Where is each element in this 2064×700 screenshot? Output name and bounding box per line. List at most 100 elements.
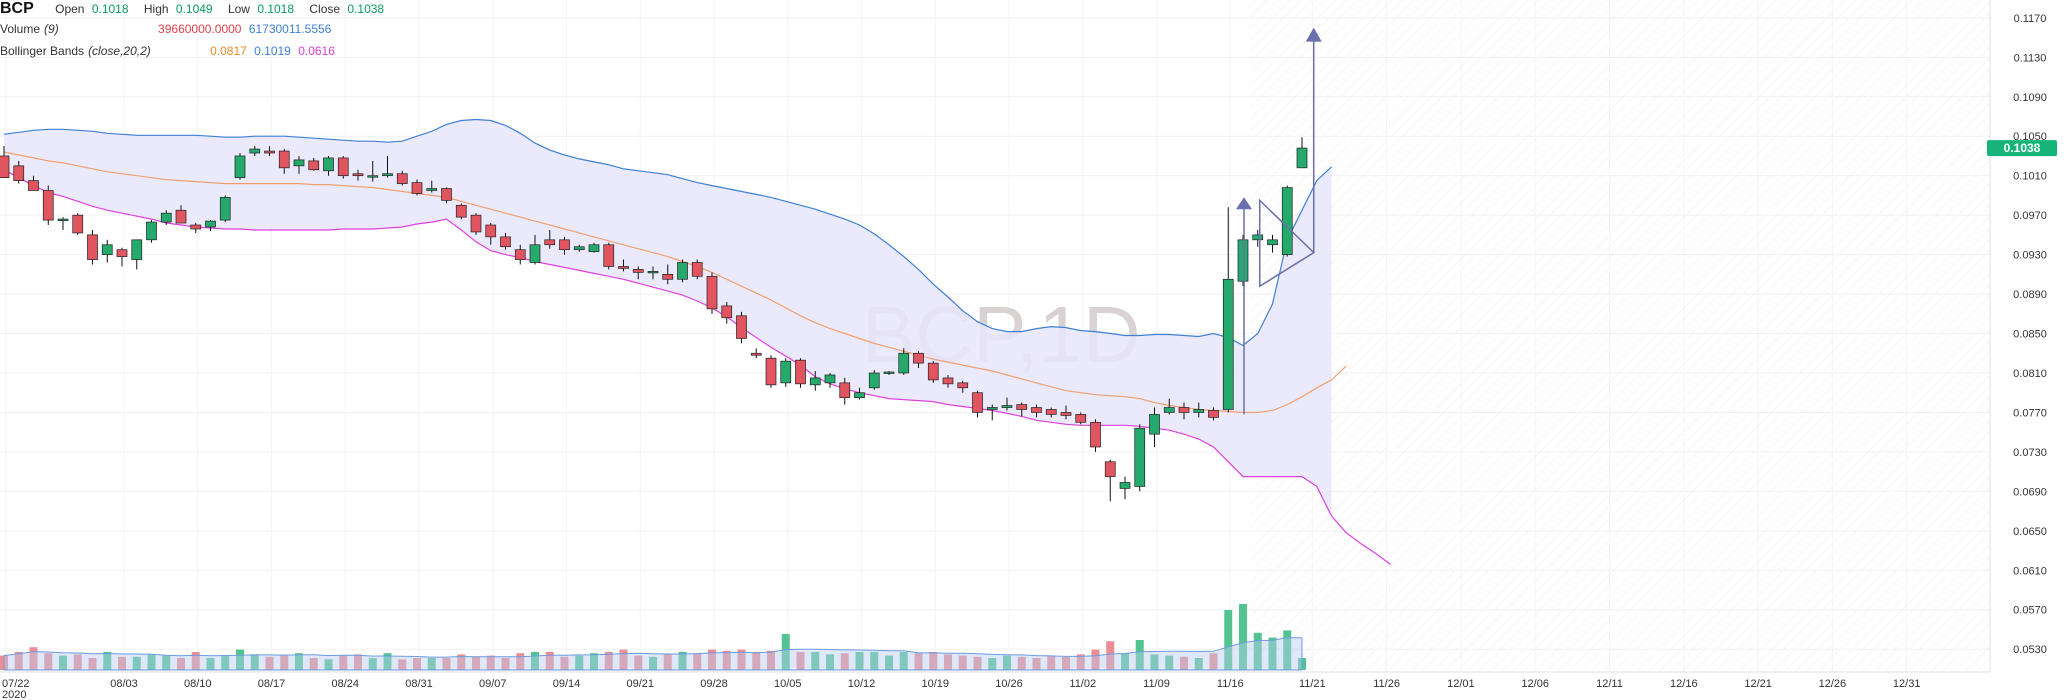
candle-body xyxy=(470,214,482,233)
volume-ma-area xyxy=(3,637,1303,671)
candle xyxy=(1031,404,1042,418)
x-tick-label: 08/03 xyxy=(110,678,138,690)
candle-body xyxy=(824,374,836,384)
candle xyxy=(264,146,275,156)
x-tick-label: 10/05 xyxy=(774,678,802,690)
volume-bar xyxy=(1106,641,1115,670)
candle xyxy=(736,311,747,344)
volume-bar xyxy=(767,650,775,670)
volume-bar xyxy=(1032,658,1041,670)
last-price-badge: 0.1038 xyxy=(1987,140,2057,157)
volume-bar xyxy=(118,656,126,670)
volume-bar xyxy=(708,649,716,670)
candle-body xyxy=(1001,405,1013,408)
candle-body xyxy=(87,234,98,260)
volume-bar xyxy=(826,654,834,670)
y-tick-label: 0.1090 xyxy=(2013,92,2047,104)
candle xyxy=(1252,229,1264,247)
candle xyxy=(72,213,84,235)
symbol-label[interactable]: BCP xyxy=(0,0,34,17)
volume-bar xyxy=(870,652,879,670)
volume-label[interactable]: Volume xyxy=(0,22,41,36)
candle-body xyxy=(691,262,703,277)
candle xyxy=(662,264,674,285)
ohlc-legend: BCP Open 0.1018 High 0.1049 Low 0.1018 C… xyxy=(0,0,388,18)
candle xyxy=(455,203,467,220)
volume-bar xyxy=(855,652,864,670)
x-tick-label: 11/26 xyxy=(1373,678,1400,690)
x-tick-label: 10/26 xyxy=(995,678,1023,690)
volume-bar xyxy=(88,658,97,670)
candle-body xyxy=(1178,407,1190,413)
volume-bar xyxy=(295,653,303,670)
y-tick-label: 0.0610 xyxy=(2013,565,2047,577)
candle-body xyxy=(795,359,806,385)
candle xyxy=(677,259,688,283)
volume-bar xyxy=(988,658,997,670)
candle xyxy=(13,160,25,184)
y-tick-label: 0.0890 xyxy=(2013,289,2047,301)
candle xyxy=(1222,207,1234,413)
x-axis[interactable]: 07/22 08/03 08/10 08/17 08/24 08/31 09/07 09/14… xyxy=(0,671,1990,700)
candle-body xyxy=(1060,412,1072,416)
volume-bar xyxy=(206,658,215,670)
x-tick-label: 07/22 xyxy=(2,678,30,690)
candles[interactable] xyxy=(0,137,1308,502)
volume-bar xyxy=(575,655,584,670)
candle xyxy=(352,169,364,181)
candle xyxy=(367,160,379,182)
candle xyxy=(544,229,556,249)
candle-body xyxy=(603,244,615,267)
x-tick-label: 10/12 xyxy=(848,678,876,690)
candle xyxy=(1193,402,1205,418)
volume-bar xyxy=(1047,655,1056,670)
volume-bar xyxy=(531,652,539,670)
volume-bar xyxy=(663,654,672,670)
candle-body xyxy=(986,407,998,410)
volume-bar xyxy=(796,652,805,670)
candle xyxy=(1134,424,1146,492)
candle xyxy=(396,170,408,186)
volume-bar xyxy=(693,653,702,670)
volume-bar xyxy=(413,658,421,670)
y-axis[interactable]: 0.11700.11300.10900.10500.10100.09700.09… xyxy=(1989,0,2047,672)
candle xyxy=(824,372,836,388)
candle xyxy=(514,244,526,265)
open-value: 0.1018 xyxy=(91,2,129,16)
candle-body xyxy=(249,148,261,154)
candle xyxy=(249,146,261,156)
candle-body xyxy=(868,372,880,389)
candle-body xyxy=(632,269,644,273)
candle xyxy=(1016,402,1028,417)
candle-body xyxy=(455,204,467,218)
volume-bar xyxy=(73,654,82,670)
bollinger-upper-line xyxy=(3,118,1332,347)
candle-body xyxy=(1193,409,1205,413)
candle-body xyxy=(42,190,54,221)
candle-body xyxy=(972,392,983,413)
volume-bars xyxy=(0,604,1306,671)
drawing-annotations[interactable] xyxy=(1236,27,1322,415)
candle-body xyxy=(913,352,924,364)
candle-body xyxy=(101,244,113,255)
candle xyxy=(87,229,98,265)
candle xyxy=(293,155,305,174)
candle-body xyxy=(1134,427,1146,487)
candle xyxy=(205,220,216,231)
candle-body xyxy=(323,157,334,172)
candle xyxy=(146,220,157,243)
candle xyxy=(647,266,659,280)
bb-label[interactable]: Bollinger Bands xyxy=(0,44,85,58)
x-tick-label: 12/01 xyxy=(1447,678,1475,690)
volume-bar xyxy=(457,654,466,670)
candle-body xyxy=(0,155,10,179)
bb-lower-value: 0.0616 xyxy=(298,44,335,58)
x-tick-label: 09/14 xyxy=(553,678,581,690)
volume-bar xyxy=(442,658,451,670)
volume-bar xyxy=(899,652,908,670)
x-tick-label: 12/31 xyxy=(1893,678,1921,690)
candle-body xyxy=(13,165,25,181)
volume-bar xyxy=(44,653,53,670)
candle-body xyxy=(1208,410,1219,418)
